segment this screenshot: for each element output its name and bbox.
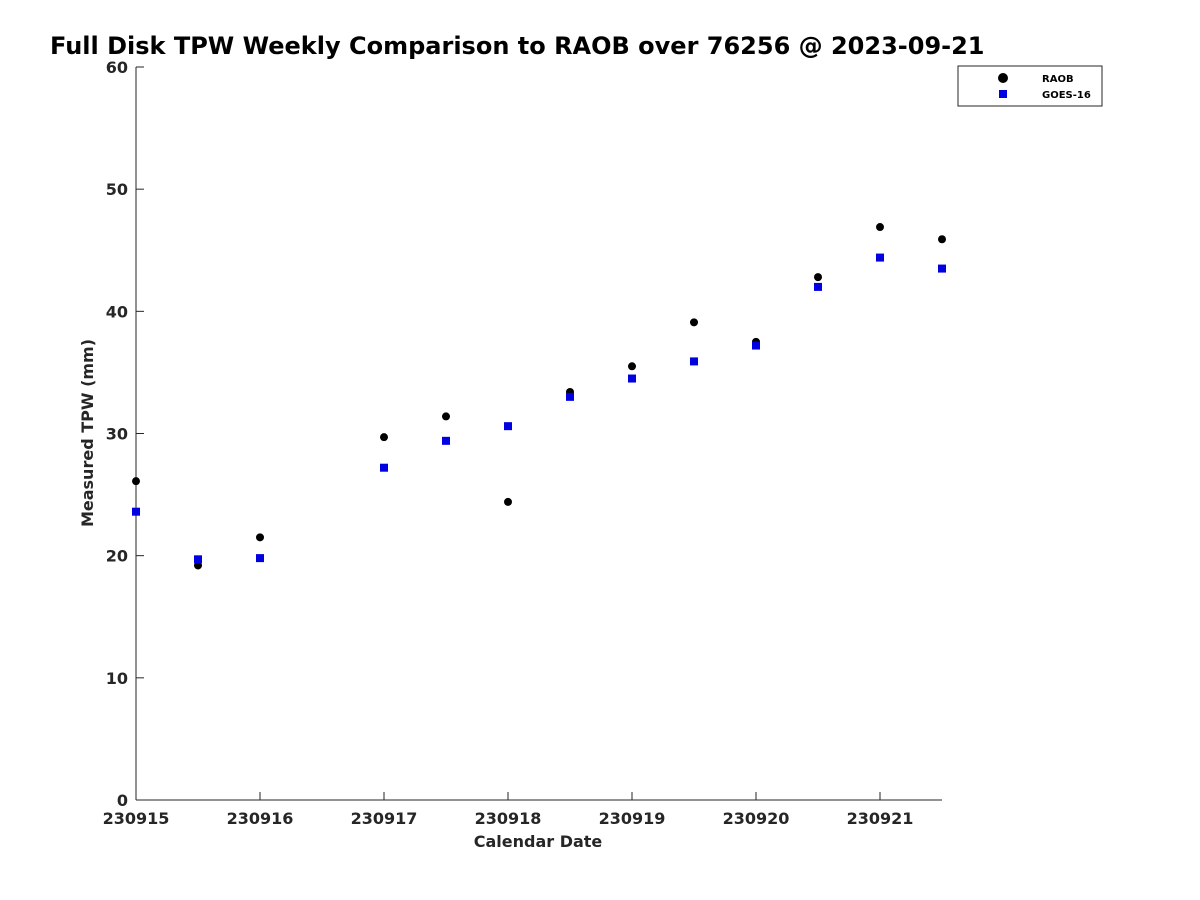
raob-point [690,318,698,327]
goes-16-point [628,374,636,383]
goes-16-point [380,463,388,472]
goes-16-point [504,422,512,431]
raob-point [256,533,264,542]
legend-label-raob: RAOB [1042,74,1074,85]
goes-16-point [194,555,202,564]
goes-16-point [256,554,264,563]
goes-16-point [752,341,760,350]
y-tick-label: 20 [106,547,128,566]
goes-16-point [814,282,822,291]
raob-point [938,235,946,244]
plot-axes: 0 10 20 30 40 50 60 230915 230916 230917 230918 230… [103,58,942,828]
y-axis-label: Measured TPW (mm) [78,339,97,527]
chart-title: Full Disk TPW Weekly Comparison to RAOB … [50,32,985,60]
y-tick-label: 10 [106,669,128,688]
y-tick-label: 60 [106,58,128,77]
legend-label-goes-16: GOES-16 [1042,90,1091,101]
raob-point [132,477,140,486]
legend-marker-raob [998,73,1008,83]
y-tick-label: 40 [106,302,128,321]
raob-point [628,362,636,371]
goes-16-point [442,436,450,445]
x-tick-label: 230920 [723,809,790,828]
x-tick-label: 230916 [227,809,294,828]
raob-point [876,223,884,232]
goes-16-point [566,392,574,401]
x-tick-label: 230915 [103,809,170,828]
y-tick-label: 30 [106,425,128,444]
goes-16-point [690,357,698,366]
raob-point [814,273,822,282]
legend-box [957,65,1103,107]
raob-point [380,433,388,442]
x-tick-label: 230917 [351,809,418,828]
x-tick-label: 230919 [599,809,666,828]
x-axis-label: Calendar Date [474,832,603,851]
y-tick-label: 50 [106,180,128,199]
legend-marker-goes-16 [999,90,1007,98]
raob-point [442,412,450,421]
y-tick-label: 0 [117,791,128,810]
x-tick-label: 230918 [475,809,542,828]
data-marks [132,223,946,570]
goes-16-point [876,253,884,262]
raob-point [504,497,512,506]
goes-16-point [938,264,946,273]
x-tick-label: 230921 [847,809,914,828]
raob-point [194,561,202,570]
legend: RAOB GOES-16 [957,65,1103,107]
goes-16-point [132,507,140,516]
